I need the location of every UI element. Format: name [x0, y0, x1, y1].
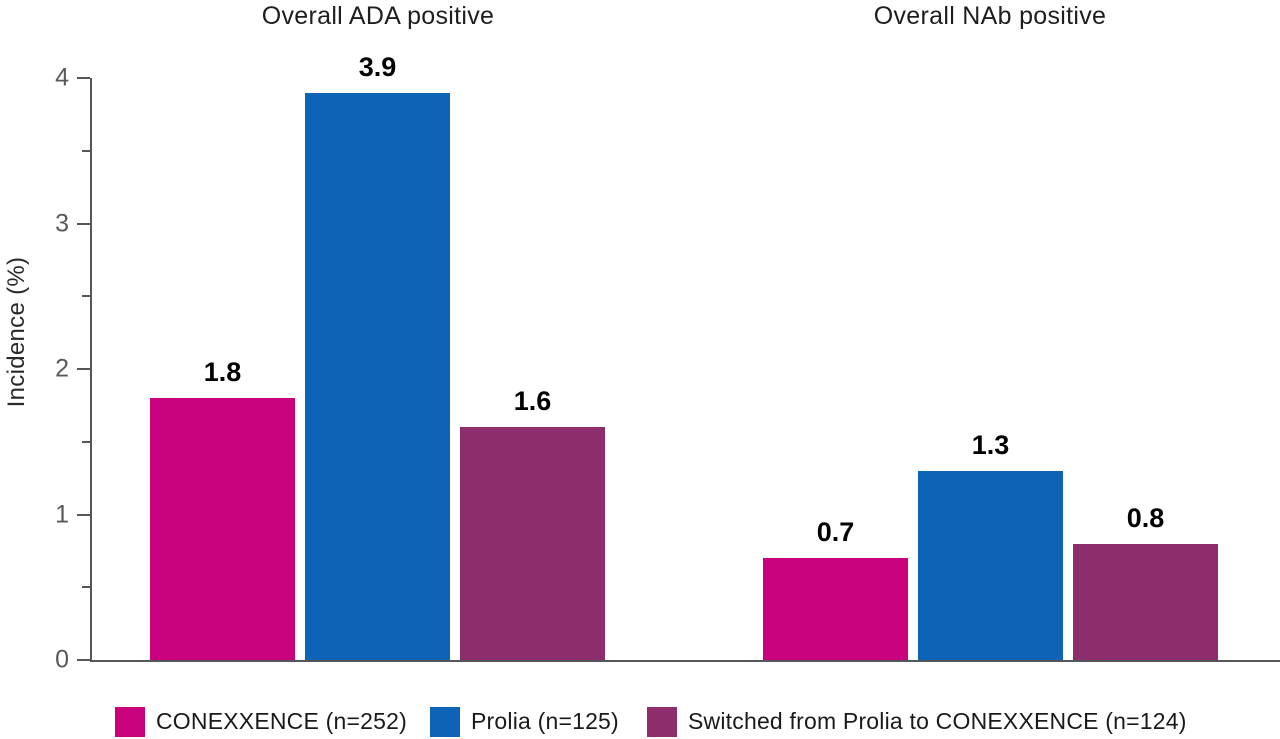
y-tick-minor [82, 295, 90, 298]
x-axis-line [90, 660, 1280, 662]
y-tick-major [77, 222, 90, 225]
y-tick-label: 0 [55, 645, 69, 674]
bar [1073, 544, 1218, 660]
y-tick-label: 1 [55, 500, 69, 528]
y-axis-line [90, 78, 92, 660]
y-tick-minor [82, 586, 90, 589]
legend-swatch-icon [430, 706, 460, 737]
y-tick-major [77, 659, 90, 661]
bar-value-label: 3.9 [358, 52, 397, 82]
legend-label: Switched from Prolia to CONEXXENCE (n=12… [688, 708, 1187, 734]
legend-swatch-icon [647, 706, 677, 737]
bar-value-label: 1.3 [971, 430, 1010, 460]
legend-item: Switched from Prolia to CONEXXENCE (n=12… [647, 706, 1187, 737]
bar [150, 398, 295, 660]
y-tick-label: 4 [55, 63, 69, 92]
bar [305, 93, 450, 660]
bar [918, 471, 1063, 660]
y-tick-major [77, 77, 90, 79]
legend: CONEXXENCE (n=252) Prolia (n=125) Switched… [0, 706, 1280, 739]
legend-item: Prolia (n=125) [430, 706, 619, 737]
y-tick-major [77, 513, 90, 516]
bar [763, 558, 908, 660]
bar [460, 427, 605, 660]
bar-value-label: 0.8 [1126, 503, 1165, 533]
bar-value-label: 1.8 [203, 357, 242, 387]
y-tick-label: 2 [55, 354, 69, 383]
bar-value-label: 0.7 [816, 517, 855, 547]
y-tick-minor [82, 149, 90, 152]
y-tick-minor [82, 440, 90, 443]
legend-label: Prolia (n=125) [471, 708, 619, 734]
group-title-nab: Overall NAb positive [873, 2, 1107, 30]
y-tick-label: 3 [55, 209, 69, 237]
legend-label: CONEXXENCE (n=252) [156, 708, 407, 734]
y-tick-major [77, 368, 90, 370]
legend-swatch-icon [115, 706, 145, 737]
legend-item: CONEXXENCE (n=252) [115, 706, 407, 737]
group-title-ada: Overall ADA positive [261, 2, 495, 30]
y-axis-title: Incidence (%) [3, 256, 30, 408]
bar-value-label: 1.6 [513, 386, 552, 416]
